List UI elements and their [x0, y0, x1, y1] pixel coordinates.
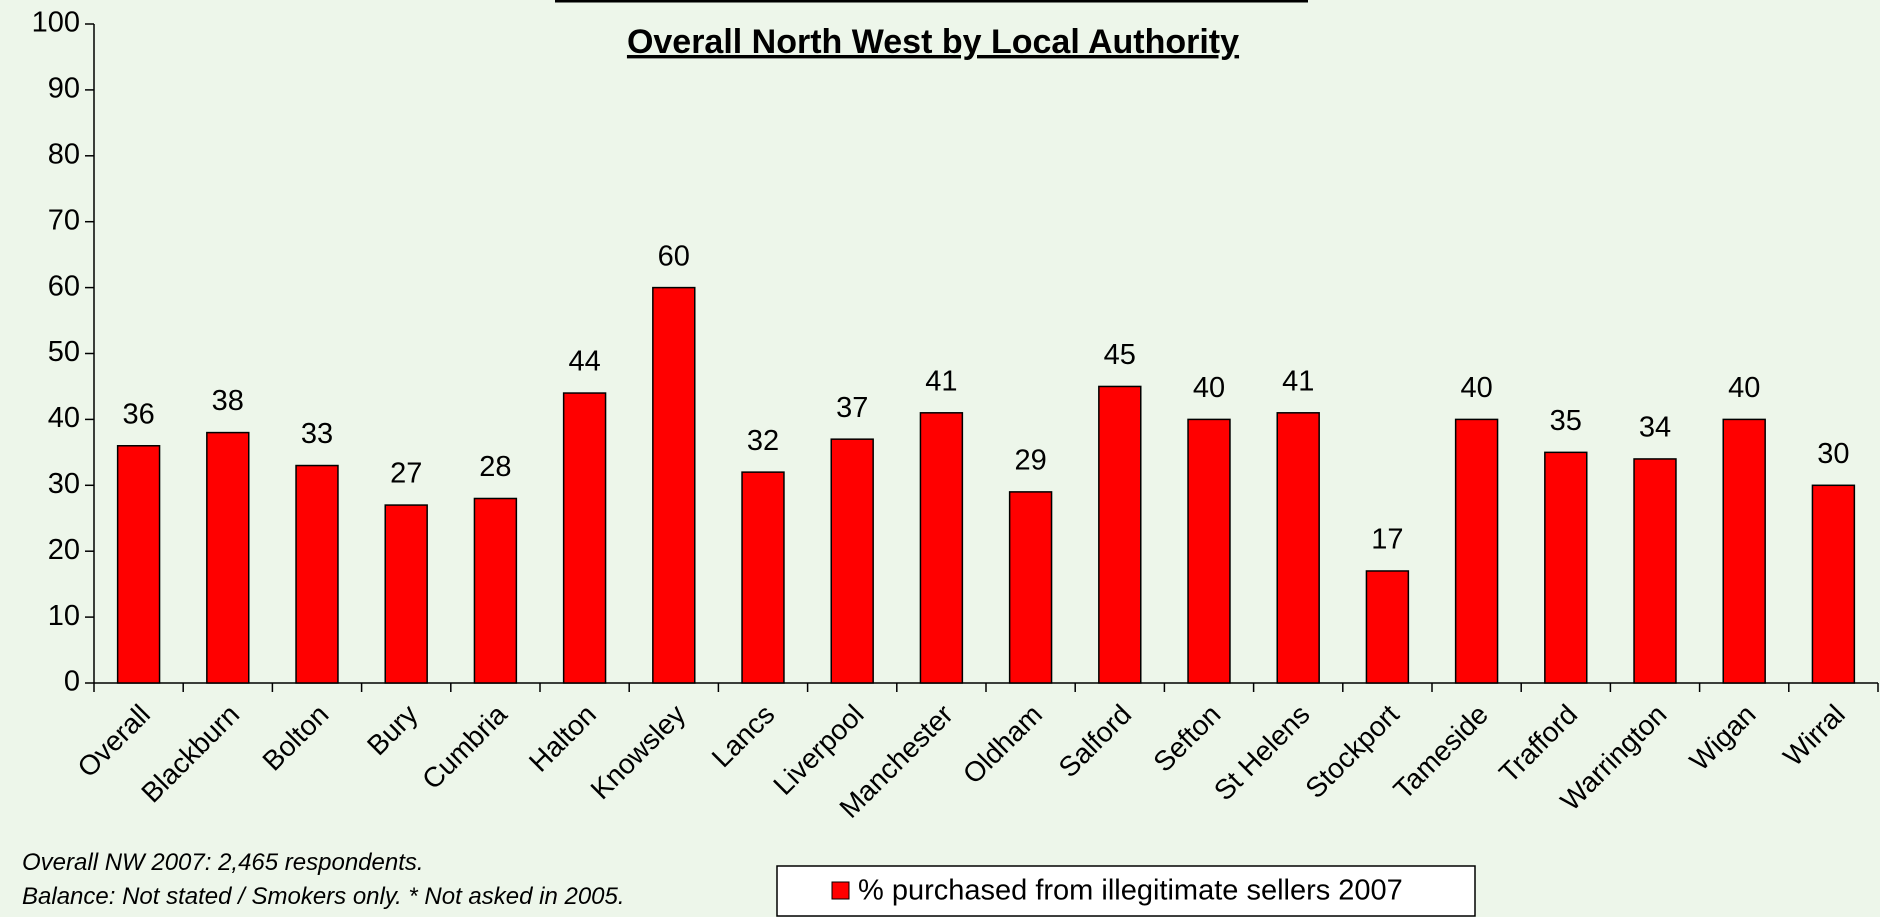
data-label: 40 [1460, 372, 1492, 404]
x-tick-label: Halton [523, 699, 602, 778]
x-tick-label: Wigan [1684, 699, 1762, 777]
data-label: 27 [390, 458, 422, 490]
x-tick-label: Stockport [1299, 698, 1405, 804]
bar [1811, 484, 1856, 684]
y-tick-label: 50 [48, 336, 80, 368]
bar [116, 445, 161, 684]
y-tick-label: 100 [32, 7, 80, 39]
data-label: 38 [212, 385, 244, 417]
data-label: 35 [1550, 405, 1582, 437]
x-tick-label: Oldham [957, 699, 1048, 790]
bar [1722, 418, 1766, 684]
x-tick-label: Cumbria [416, 698, 513, 795]
y-tick-label: 90 [48, 73, 80, 105]
x-tick-label: Bolton [256, 699, 334, 777]
y-tick-label: 70 [48, 204, 80, 236]
y-tick-label: 60 [48, 270, 80, 302]
data-label: 41 [925, 365, 957, 397]
bar [562, 392, 607, 684]
bar [1633, 458, 1677, 684]
bar [1365, 570, 1410, 684]
x-tick-label: Wirral [1777, 699, 1851, 773]
x-tick-label: Tameside [1387, 699, 1494, 806]
bar [1098, 385, 1142, 684]
legend-box [776, 865, 1476, 917]
bar [919, 412, 964, 684]
data-label: 34 [1639, 412, 1671, 444]
x-tick-label: Sefton [1147, 699, 1226, 778]
x-tick-label: Overall [71, 699, 156, 784]
data-label: 36 [122, 398, 154, 430]
y-tick-label: 30 [48, 468, 80, 500]
x-tick-label: Salford [1053, 699, 1138, 784]
data-label: 60 [658, 240, 690, 272]
data-label: 30 [1817, 438, 1849, 470]
data-label: 32 [747, 425, 779, 457]
data-label: 41 [1282, 365, 1314, 397]
bar [295, 464, 339, 684]
x-tick-label: St Helens [1208, 699, 1316, 807]
bar [473, 497, 518, 684]
data-label: 40 [1193, 372, 1225, 404]
data-label: 17 [1371, 524, 1403, 556]
bar [384, 504, 428, 684]
x-tick-label: Lancs [706, 699, 781, 774]
y-tick-label: 80 [48, 138, 80, 170]
data-label: 33 [301, 418, 333, 450]
bar [1276, 412, 1320, 684]
footnote: Balance: Not stated / Smokers only. * No… [22, 883, 625, 910]
y-tick-label: 40 [48, 402, 80, 434]
x-tick-label: Knowsley [585, 699, 692, 806]
data-label: 29 [1014, 445, 1046, 477]
y-tick-label: 10 [48, 600, 80, 632]
bar [1187, 418, 1231, 684]
legend-swatch [831, 881, 850, 900]
bar [652, 286, 696, 684]
data-label: 40 [1728, 372, 1760, 404]
bar [1008, 491, 1053, 684]
bar [206, 431, 250, 684]
footnote: Overall NW 2007: 2,465 respondents. [22, 849, 424, 876]
bar [830, 438, 874, 684]
data-label: 45 [1104, 339, 1136, 371]
data-label: 44 [568, 346, 600, 378]
legend-label: % purchased from illegitimate sellers 20… [858, 875, 1403, 907]
bar [1454, 418, 1499, 684]
bar [1544, 451, 1588, 684]
y-tick-label: 0 [64, 666, 80, 698]
data-label: 28 [479, 451, 511, 483]
chart-title: Overall North West by Local Authority [627, 23, 1239, 61]
bar [741, 471, 785, 684]
data-label: 37 [836, 392, 868, 424]
y-tick-label: 20 [48, 534, 80, 566]
x-tick-label: Blackburn [135, 699, 245, 809]
x-tick-label: Bury [361, 699, 424, 762]
x-tick-label: Trafford [1493, 699, 1583, 789]
